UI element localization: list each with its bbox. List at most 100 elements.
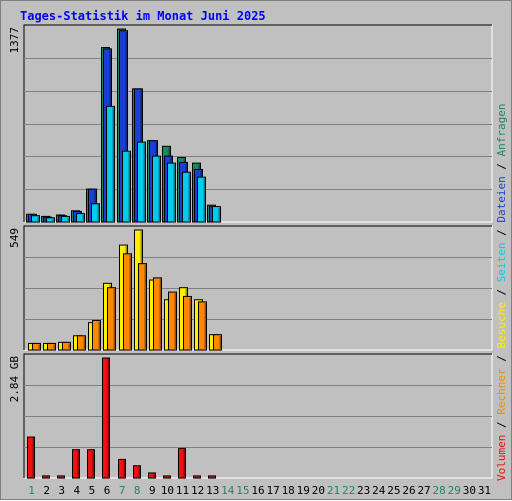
bar-shadow — [173, 164, 175, 222]
y-axis-max-label-visits: 549 — [8, 228, 21, 248]
day-label-14: 14 — [221, 484, 235, 497]
bar-shadow — [188, 173, 190, 222]
bar-volume-volumen-day-12 — [193, 475, 201, 479]
bar-visits-rechner-day-2 — [47, 342, 56, 351]
bar-shadow — [52, 218, 54, 222]
bar-visits-rechner-day-1 — [32, 342, 41, 351]
chart-title: Tages-Statistik im Monat Juni 2025 — [20, 9, 266, 23]
bar-shadow — [153, 473, 155, 478]
bar-shadow — [158, 157, 160, 222]
day-label-20: 20 — [312, 484, 325, 497]
bar-shadow — [68, 343, 70, 350]
bar-hits-seiten-day-6 — [106, 105, 115, 223]
day-label-23: 23 — [357, 484, 370, 497]
bar-volume-volumen-day-9 — [148, 472, 156, 479]
panel-hits: 1377 — [8, 24, 493, 223]
legend-item-besuche: Besuche — [495, 302, 508, 348]
plot-border-volume — [23, 353, 492, 478]
bar-visits-rechner-day-3 — [62, 341, 71, 351]
bar-shadow — [82, 214, 84, 222]
bar-volume-volumen-day-2 — [42, 475, 50, 479]
bar-shadow — [113, 288, 115, 350]
day-label-17: 17 — [266, 484, 279, 497]
bar-shadow — [107, 359, 109, 478]
legend-separator: / — [495, 349, 508, 369]
bar-shadow — [67, 217, 69, 222]
bar-shadow — [97, 204, 99, 222]
bar-shadow — [123, 460, 125, 478]
bar-hits-seiten-day-3 — [61, 215, 70, 223]
bar-volume-volumen-day-1 — [27, 436, 35, 479]
bar-visits-rechner-day-4 — [77, 335, 86, 351]
day-label-28: 28 — [433, 484, 446, 497]
bar-shadow — [204, 302, 206, 350]
bar-shadow — [53, 344, 55, 350]
day-label-27: 27 — [417, 484, 430, 497]
legend-separator: / — [495, 223, 508, 243]
legend-item-anfragen: Anfragen — [495, 103, 508, 156]
bar-hits-seiten-day-10 — [167, 162, 176, 223]
bar-shadow — [128, 152, 130, 222]
panels-layer: 1377 549 2.84 GB — [8, 24, 493, 479]
day-label-12: 12 — [191, 484, 204, 497]
bar-visits-rechner-day-8 — [138, 263, 147, 351]
day-label-26: 26 — [402, 484, 415, 497]
day-label-18: 18 — [282, 484, 295, 497]
bar-visits-rechner-day-13 — [213, 334, 222, 351]
day-label-5: 5 — [89, 484, 96, 497]
bar-shadow — [112, 107, 114, 222]
day-label-19: 19 — [297, 484, 310, 497]
bar-visits-rechner-day-11 — [183, 295, 192, 351]
x-axis-day-labels: 1 2 3 4 5 6 7 8 9 10 11 12 13 14 15 16 17 18 19 20 21 22 23 24 2… — [28, 484, 491, 497]
bar-hits-seiten-day-7 — [122, 150, 131, 223]
bar-hits-seiten-day-2 — [46, 217, 55, 223]
bar-volume-volumen-day-4 — [72, 449, 80, 479]
legend-separator: / — [495, 156, 508, 176]
bar-shadow — [219, 335, 221, 350]
day-label-2: 2 — [43, 484, 50, 497]
bar-shadow — [125, 31, 127, 223]
day-label-7: 7 — [119, 484, 126, 497]
bar-volume-volumen-day-10 — [163, 475, 171, 479]
bar-hits-seiten-day-1 — [31, 215, 40, 223]
y-axis-max-label-volume: 2.84 GB — [8, 356, 21, 403]
bar-shadow — [77, 450, 79, 478]
bar-shadow — [98, 321, 100, 350]
bar-shadow — [129, 254, 131, 350]
day-label-9: 9 — [149, 484, 156, 497]
bar-shadow — [159, 278, 161, 350]
bar-visits-rechner-day-7 — [123, 253, 132, 351]
bar-shadow — [83, 336, 85, 350]
panel-visits: 549 — [8, 225, 493, 351]
bar-volume-volumen-day-11 — [178, 447, 186, 479]
bar-visits-rechner-day-12 — [198, 301, 207, 351]
bar-shadow — [183, 449, 185, 478]
bar-hits-seiten-day-5 — [91, 203, 100, 223]
bar-shadow — [38, 344, 40, 350]
day-label-6: 6 — [104, 484, 111, 497]
bar-shadow — [37, 216, 39, 222]
legend-separator: / — [495, 415, 508, 435]
day-label-4: 4 — [74, 484, 81, 497]
day-label-21: 21 — [327, 484, 340, 497]
bar-shadow — [138, 466, 140, 478]
plot-border-visits — [23, 225, 492, 350]
y-axis-max-label-hits: 1377 — [8, 27, 21, 54]
legend: Volumen / Rechner / Besuche / Seiten / D… — [495, 103, 508, 481]
bar-hits-seiten-day-12 — [197, 176, 206, 223]
day-label-1: 1 — [28, 484, 35, 497]
bar-hits-seiten-day-11 — [182, 171, 191, 223]
bar-visits-rechner-day-9 — [153, 277, 162, 351]
legend-item-volumen: Volumen — [495, 435, 508, 481]
day-label-15: 15 — [236, 484, 249, 497]
bar-hits-seiten-day-13 — [212, 206, 221, 223]
bar-visits-rechner-day-10 — [168, 291, 177, 351]
day-label-16: 16 — [251, 484, 264, 497]
bar-volume-volumen-day-8 — [133, 465, 141, 479]
panel-volume: 2.84 GB — [8, 353, 493, 479]
day-label-10: 10 — [161, 484, 174, 497]
day-label-25: 25 — [387, 484, 400, 497]
day-label-30: 30 — [463, 484, 476, 497]
day-label-29: 29 — [448, 484, 461, 497]
bar-volume-volumen-day-7 — [118, 458, 126, 479]
